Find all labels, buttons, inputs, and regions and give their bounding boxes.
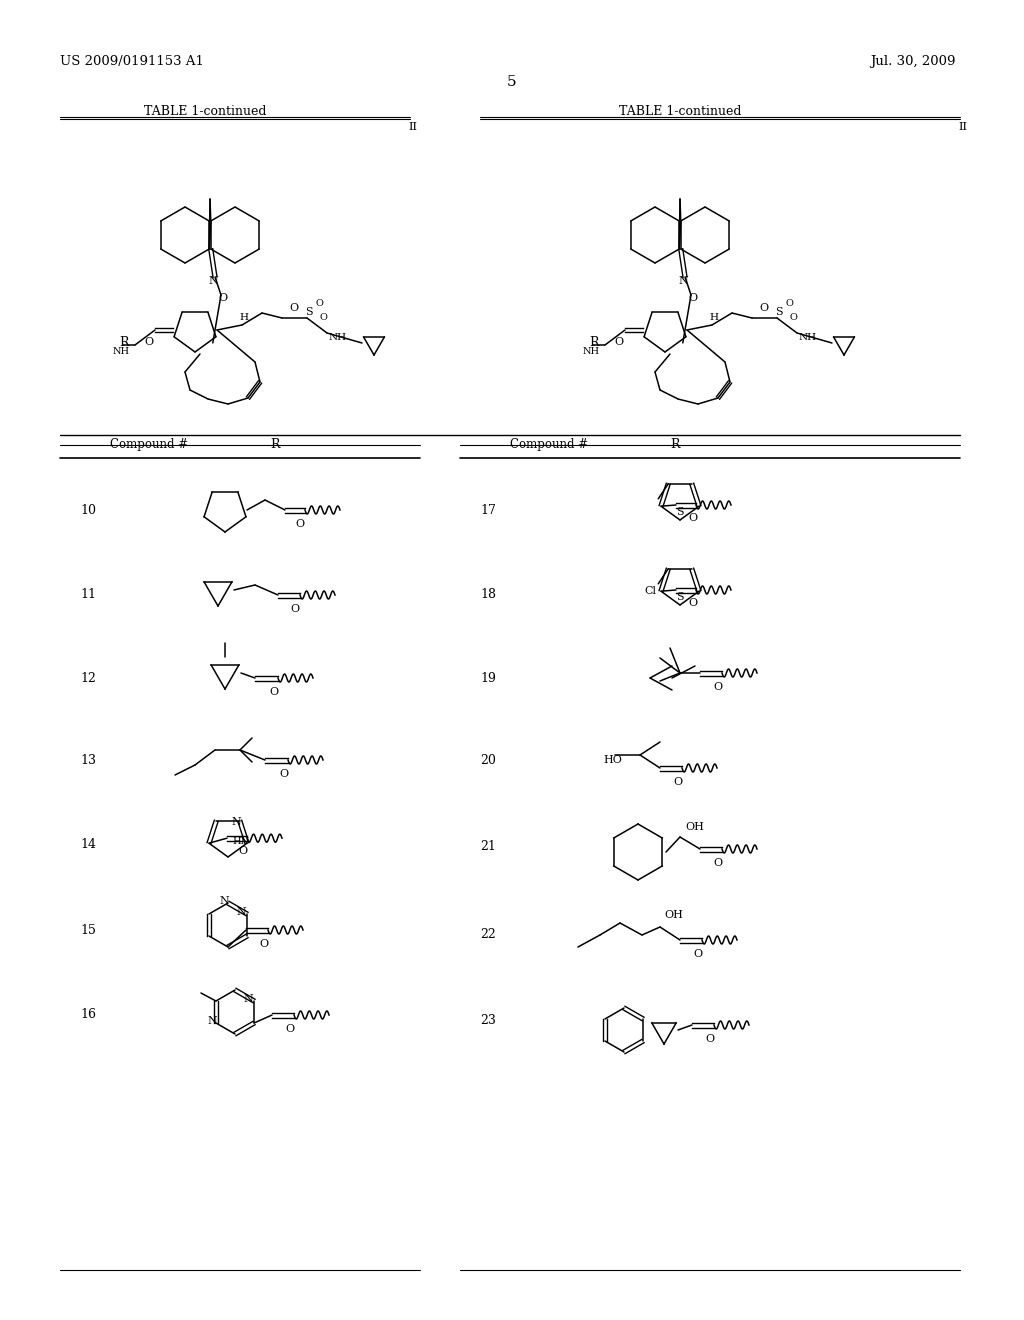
Text: O: O xyxy=(286,1024,295,1034)
Text: R: R xyxy=(670,438,680,451)
Text: O: O xyxy=(269,686,279,697)
Text: O: O xyxy=(760,304,769,313)
Text: S: S xyxy=(676,591,684,602)
Text: S: S xyxy=(305,308,312,317)
Text: Compound #: Compound # xyxy=(110,438,188,451)
Text: O: O xyxy=(714,858,723,869)
Text: 23: 23 xyxy=(480,1014,496,1027)
Text: US 2009/0191153 A1: US 2009/0191153 A1 xyxy=(60,55,204,69)
Text: O: O xyxy=(688,598,697,609)
Text: O: O xyxy=(693,949,702,960)
Text: II: II xyxy=(408,121,417,132)
Text: II: II xyxy=(958,121,967,132)
Text: O: O xyxy=(144,337,154,347)
Text: 13: 13 xyxy=(80,754,96,767)
Text: Cl: Cl xyxy=(644,586,656,595)
Text: R: R xyxy=(119,335,128,348)
Text: TABLE 1-continued: TABLE 1-continued xyxy=(618,106,741,117)
Text: 18: 18 xyxy=(480,589,496,602)
Text: NH: NH xyxy=(583,347,600,356)
Text: N: N xyxy=(243,994,253,1005)
Text: N: N xyxy=(678,276,688,286)
Text: N: N xyxy=(208,276,218,286)
Text: N: N xyxy=(207,1016,217,1026)
Text: 14: 14 xyxy=(80,838,96,851)
Text: N: N xyxy=(231,817,242,826)
Text: 22: 22 xyxy=(480,928,496,941)
Text: O: O xyxy=(785,300,793,309)
Text: 16: 16 xyxy=(80,1008,96,1022)
Text: 17: 17 xyxy=(480,503,496,516)
Text: 10: 10 xyxy=(80,503,96,516)
Text: HO: HO xyxy=(603,755,622,766)
Text: Compound #: Compound # xyxy=(510,438,588,451)
Text: O: O xyxy=(714,682,723,692)
Text: N: N xyxy=(219,896,229,906)
Text: O: O xyxy=(291,605,300,614)
Text: R: R xyxy=(589,335,598,348)
Text: O: O xyxy=(688,293,697,304)
Text: O: O xyxy=(280,770,289,779)
Text: 21: 21 xyxy=(480,841,496,854)
Text: Jul. 30, 2009: Jul. 30, 2009 xyxy=(870,55,955,69)
Text: 11: 11 xyxy=(80,589,96,602)
Text: H: H xyxy=(240,313,249,322)
Text: 5: 5 xyxy=(507,75,517,88)
Text: 19: 19 xyxy=(480,672,496,685)
Text: S: S xyxy=(775,308,782,317)
Text: NH: NH xyxy=(329,333,347,342)
Text: OH: OH xyxy=(685,822,703,832)
Text: O: O xyxy=(218,293,227,304)
Text: NH: NH xyxy=(799,333,817,342)
Text: O: O xyxy=(259,939,268,949)
Text: O: O xyxy=(674,777,683,787)
Text: 20: 20 xyxy=(480,754,496,767)
Text: O: O xyxy=(706,1034,715,1044)
Text: HN: HN xyxy=(232,837,250,846)
Text: O: O xyxy=(296,519,304,529)
Text: H: H xyxy=(710,313,719,322)
Text: R: R xyxy=(270,438,280,451)
Text: N: N xyxy=(237,907,246,917)
Text: TABLE 1-continued: TABLE 1-continued xyxy=(143,106,266,117)
Text: O: O xyxy=(239,846,248,857)
Text: S: S xyxy=(676,507,684,517)
Text: O: O xyxy=(614,337,624,347)
Text: 12: 12 xyxy=(80,672,96,685)
Text: O: O xyxy=(688,513,697,523)
Text: O: O xyxy=(790,314,797,322)
Text: O: O xyxy=(315,300,323,309)
Text: 15: 15 xyxy=(80,924,96,936)
Text: O: O xyxy=(290,304,299,313)
Text: O: O xyxy=(319,314,327,322)
Text: NH: NH xyxy=(113,347,130,356)
Text: OH: OH xyxy=(664,909,683,920)
